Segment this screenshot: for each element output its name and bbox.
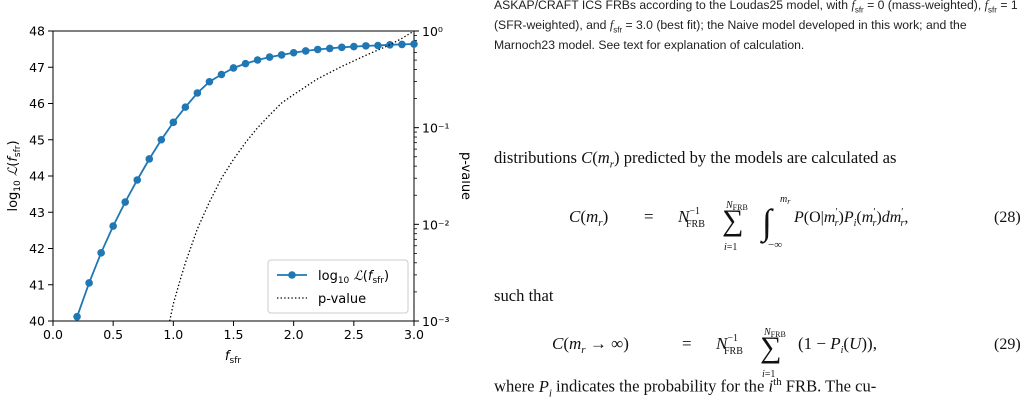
likelihood-point: [181, 103, 190, 111]
likelihood-point: [338, 43, 346, 52]
likelihood-point: [374, 41, 382, 50]
likelihood-point: [289, 48, 298, 57]
x-tick-label: 3.0: [404, 327, 424, 342]
svg-text:C(mr): C(mr): [569, 207, 608, 229]
x-tick-label: 2.0: [284, 327, 304, 342]
likelihood-point: [193, 89, 202, 97]
svg-text:∫: ∫: [760, 202, 774, 244]
equation-29: C(mr → ∞) = N−1 FRB NFRB ∑ i=1 (1 − Pi(U)…: [494, 305, 1024, 380]
likelihood-point: [277, 51, 286, 59]
likelihood-point: [398, 40, 406, 49]
likelihood-point: [325, 44, 334, 53]
likelihood-point: [265, 53, 274, 61]
likelihood-point: [253, 56, 262, 64]
text-column: ASKAP/CRAFT ICS FRBs according to the Lo…: [482, 0, 1024, 400]
x-tick-label: 2.5: [344, 327, 364, 342]
y-left-tick-label: 40: [29, 314, 45, 329]
svg-text:NFRB: NFRB: [725, 200, 748, 212]
y-axis-right-label: p-value: [458, 152, 470, 200]
paragraph-distributions: distributions C(mr) predicted by the mod…: [494, 148, 897, 171]
svg-text:∑: ∑: [722, 204, 743, 237]
likelihood-point: [145, 155, 154, 163]
equation-28: C(mr) = N−1 FRB NFRB ∑ i=1 ∫ mr −∞ P(O|m′…: [494, 178, 1024, 253]
likelihood-point: [301, 47, 310, 55]
svg-text:i=1: i=1: [724, 242, 737, 253]
y-left-tick-label: 46: [29, 96, 45, 111]
y-axis-left: 40 41 42 43 44 45 46 47 48: [29, 24, 53, 329]
x-axis-label: fsfr: [225, 349, 241, 366]
likelihood-point: [157, 135, 166, 144]
y-left-tick-label: 43: [29, 205, 45, 220]
legend-label-likelihood: log10 ℒ(fsfr): [318, 269, 389, 286]
y-right-tick-label: 10⁰: [422, 24, 443, 39]
paragraph-where: where Pi indicates the probability for t…: [494, 376, 877, 399]
svg-text:(1 − Pi(U)),: (1 − Pi(U)),: [798, 334, 877, 356]
likelihood-point: [313, 45, 322, 54]
svg-text:P(O|m′r)Pi(m′r)dm′r,: P(O|m′ r)Pi(m′ r)dm′ r,: [793, 207, 908, 229]
svg-text:(28): (28): [994, 209, 1021, 226]
y-left-tick-label: 44: [29, 169, 45, 184]
likelihood-point: [169, 118, 178, 127]
likelihood-point: [350, 42, 358, 51]
likelihood-point: [205, 77, 214, 86]
x-tick-label: 1.5: [224, 327, 244, 342]
likelihood-point: [241, 59, 250, 68]
svg-text:C(mr → ∞): C(mr → ∞): [552, 334, 629, 356]
y-right-tick-label: 10⁻¹: [422, 121, 450, 136]
y-right-tick-label: 10⁻²: [422, 217, 450, 232]
legend-marker: [288, 271, 296, 279]
svg-text:=: =: [682, 334, 692, 353]
likelihood-point: [97, 249, 105, 257]
series-layer: [73, 30, 418, 322]
figure-caption: ASKAP/CRAFT ICS FRBs according to the Lo…: [494, 0, 1018, 52]
y-left-tick-label: 42: [29, 241, 45, 256]
svg-text:−∞: −∞: [768, 239, 782, 251]
likelihood-point: [85, 279, 93, 287]
y-left-tick-label: 48: [29, 24, 45, 39]
y-axis-right: 10⁻³ 10⁻² 10⁻¹ 10⁰: [414, 24, 450, 329]
svg-text:i=1: i=1: [762, 369, 775, 380]
likelihood-point: [229, 64, 238, 72]
legend: log10 ℒ(fsfr) p-value: [267, 259, 409, 314]
chart: 0.0 0.5 1.0 1.5 2.0 2.5 3.0 40 41 42 43 44 45 46 47 48…: [6, 24, 470, 367]
likelihood-point: [121, 198, 129, 206]
svg-text:(29): (29): [994, 336, 1021, 353]
figure: 0.0 0.5 1.0 1.5 2.0 2.5 3.0 40 41 42 43 44 45 46 47 48…: [0, 0, 470, 400]
x-tick-label: 1.0: [163, 327, 183, 342]
likelihood-point: [109, 222, 117, 230]
svg-text:∑: ∑: [760, 331, 781, 364]
x-axis: 0.0 0.5 1.0 1.5 2.0 2.5 3.0: [43, 321, 424, 342]
likelihood-point: [217, 70, 226, 79]
x-tick-label: 0.0: [43, 327, 63, 342]
y-axis-left-label: log10 ℒ(fsfr): [6, 140, 23, 211]
svg-text:mr: mr: [780, 194, 791, 206]
y-left-tick-label: 41: [29, 277, 45, 292]
likelihood-point: [410, 40, 418, 48]
x-tick-label: 0.5: [103, 327, 123, 342]
y-left-tick-label: 47: [29, 60, 45, 75]
svg-text:NFRB: NFRB: [763, 327, 786, 339]
likelihood-point: [362, 42, 370, 50]
legend-label-pvalue: p-value: [318, 292, 366, 307]
svg-text:=: =: [644, 207, 654, 226]
likelihood-point: [386, 40, 394, 49]
paragraph-such-that: such that: [494, 286, 554, 305]
y-right-tick-label: 10⁻³: [422, 314, 450, 329]
likelihood-point: [73, 312, 81, 321]
likelihood-point: [133, 176, 142, 184]
y-left-tick-label: 45: [29, 132, 45, 147]
